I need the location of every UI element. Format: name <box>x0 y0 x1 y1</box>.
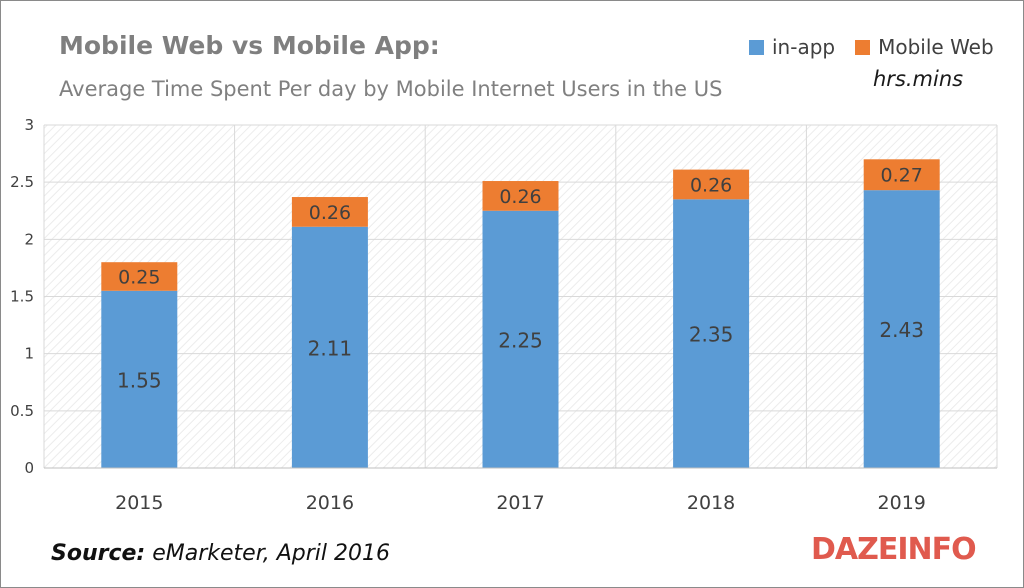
data-label-mobile-web-2018: 0.26 <box>690 174 732 196</box>
data-label-mobile-web-2015: 0.25 <box>118 266 160 288</box>
bar-mobile-web-2017 <box>482 181 559 211</box>
y-tick-label: 1.5 <box>10 288 34 306</box>
data-label-in-app-2019: 2.43 <box>879 318 924 342</box>
bar-mobile-web-2018 <box>673 169 750 200</box>
data-label-in-app-2018: 2.35 <box>689 323 734 347</box>
y-tick-label: 0 <box>24 459 34 477</box>
y-tick-label: 1 <box>24 345 34 363</box>
bar-in-app-2017 <box>482 210 559 468</box>
bar-in-app-2018 <box>673 199 750 469</box>
bar-mobile-web-2019 <box>863 159 940 191</box>
x-tick-label-2019: 2019 <box>878 492 926 514</box>
y-tick-label: 3 <box>24 116 34 134</box>
data-label-in-app-2017: 2.25 <box>498 328 543 352</box>
legend-label-in-app: in-app <box>772 35 836 59</box>
units-label: hrs.mins <box>873 67 964 91</box>
legend-swatch-in-app <box>749 39 764 55</box>
chart-title: Mobile Web vs Mobile App: <box>59 31 440 60</box>
bar-mobile-web-2016 <box>291 197 368 227</box>
legend-swatch-mobile-web <box>855 39 871 55</box>
legend-item-mobile-web: Mobile Web <box>855 35 994 59</box>
y-tick-label: 0.5 <box>10 402 34 420</box>
data-label-in-app-2015: 1.55 <box>117 368 162 392</box>
data-label-mobile-web-2019: 0.27 <box>881 165 923 187</box>
source-text: eMarketer, April 2016 <box>152 541 390 566</box>
legend-item-in-app: in-app <box>749 35 835 59</box>
chart-subtitle: Average Time Spent Per day by Mobile Int… <box>59 77 723 101</box>
x-tick-label-2017: 2017 <box>496 492 544 514</box>
x-tick-label-2015: 2015 <box>115 492 163 514</box>
legend-label-mobile-web: Mobile Web <box>878 35 994 59</box>
bar-mobile-web-2015 <box>101 262 178 291</box>
source-label: Source: <box>51 541 146 566</box>
brand-logo: DAZEINFO <box>811 532 977 567</box>
bar-in-app-2015 <box>101 290 178 468</box>
data-label-mobile-web-2017: 0.26 <box>499 186 541 208</box>
y-tick-label: 2 <box>24 230 34 248</box>
x-tick-label-2018: 2018 <box>687 492 735 514</box>
data-label-in-app-2016: 2.11 <box>308 336 353 360</box>
x-tick-label-2016: 2016 <box>306 492 354 514</box>
source-note: Source: eMarketer, April 2016 <box>51 541 390 566</box>
bar-in-app-2019 <box>863 190 940 469</box>
data-label-mobile-web-2016: 0.26 <box>309 202 351 224</box>
chart-legend: in-app Mobile Web <box>749 35 1014 59</box>
bar-in-app-2016 <box>291 226 368 468</box>
y-tick-label: 2.5 <box>10 173 34 191</box>
